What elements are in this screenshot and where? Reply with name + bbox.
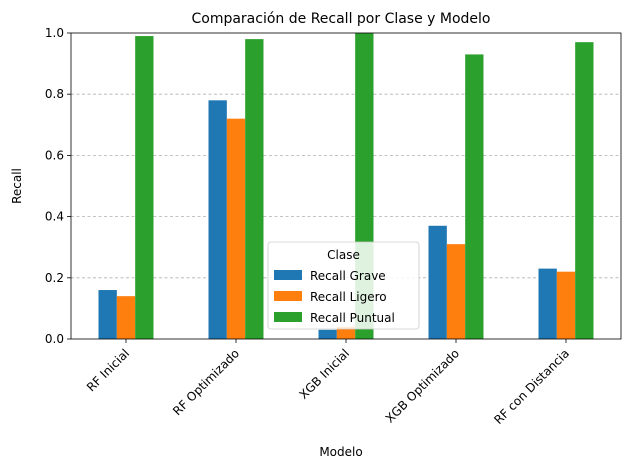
bar (556, 271, 576, 339)
y-tick-label: 0.8 (45, 87, 64, 101)
legend: Clase Recall Grave Recall Ligero Recall Pun… (267, 241, 420, 330)
legend-entry: Recall Grave (310, 269, 386, 283)
bars (98, 33, 594, 340)
bar (318, 329, 337, 339)
y-tick-label: 0.4 (45, 210, 64, 224)
chart-title: Comparación de Recall por Clase y Modelo (191, 11, 490, 27)
legend-swatch (274, 312, 302, 322)
y-tick-label: 0.2 (45, 271, 64, 285)
legend-entry: Recall Puntual (310, 311, 395, 325)
bar (208, 100, 227, 339)
bar (465, 54, 484, 340)
bar (116, 296, 136, 339)
bar (336, 326, 356, 339)
bar (428, 225, 447, 339)
legend-title: Clase (327, 248, 360, 262)
bar (538, 268, 557, 339)
y-tick-label: 1.0 (45, 26, 64, 40)
bar (245, 39, 264, 340)
plot-frame (70, 32, 622, 340)
y-tick-label: 0.0 (45, 332, 64, 346)
y-tick-label: 0.6 (45, 148, 64, 162)
legend-entry: Recall Ligero (310, 290, 387, 304)
bar (135, 36, 154, 340)
legend-swatch (274, 270, 302, 280)
bar (446, 244, 466, 339)
y-axis-label: Recall (10, 168, 24, 204)
legend-box (267, 241, 420, 330)
legend-swatch (274, 291, 302, 301)
bar (226, 118, 246, 340)
bar (98, 290, 117, 339)
bar (575, 42, 594, 340)
x-axis-label: Modelo (319, 445, 362, 459)
